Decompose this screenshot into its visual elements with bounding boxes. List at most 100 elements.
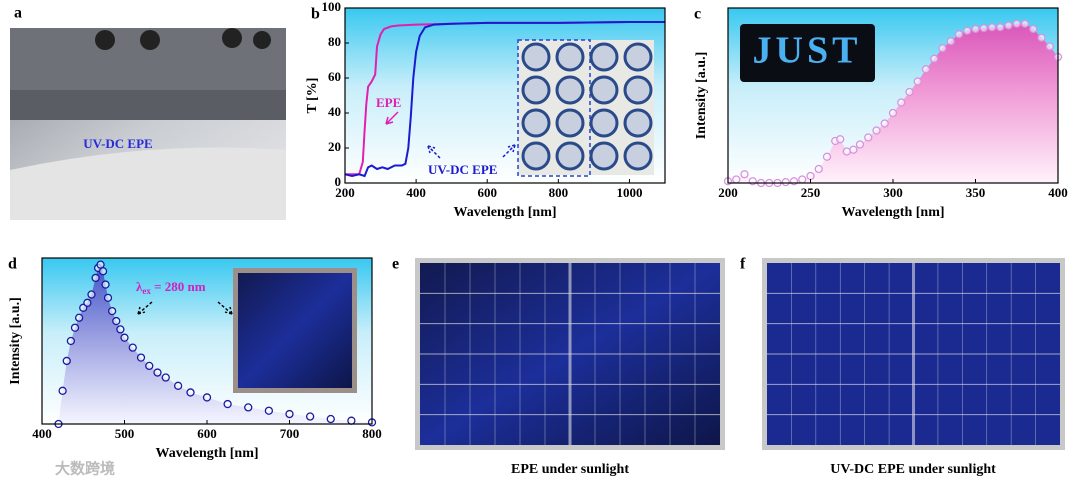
inset-logo [555, 108, 585, 138]
inset-logo [623, 42, 653, 72]
data-point [83, 298, 92, 307]
x-tick-label: 200 [335, 185, 355, 200]
data-point [921, 65, 931, 74]
data-point [98, 267, 108, 276]
data-point [836, 135, 845, 144]
inset-logo [521, 75, 551, 105]
inset-logo [589, 141, 619, 171]
y-axis-label: T [%] [305, 78, 320, 114]
y-tick-label: 0 [335, 174, 342, 189]
y-tick-label: 20 [328, 139, 341, 154]
panel-label: e [392, 256, 399, 273]
data-point [244, 403, 253, 412]
data-point [103, 293, 113, 302]
x-tick-label: 600 [477, 185, 497, 200]
data-point [938, 44, 947, 53]
inset-logo [623, 141, 653, 171]
x-tick-label: 400 [32, 426, 52, 441]
data-point [781, 177, 790, 187]
inset-logo [555, 141, 585, 171]
annotation-text: = 280 nm [151, 279, 206, 294]
data-point [806, 171, 815, 181]
inset-logo [623, 108, 653, 138]
data-point [223, 399, 232, 409]
x-tick-label: 800 [362, 426, 382, 441]
data-point [1029, 24, 1038, 34]
data-point [946, 37, 955, 46]
data-point [305, 412, 315, 421]
x-tick-label: 400 [1048, 185, 1068, 200]
data-point [70, 323, 80, 332]
data-point [954, 30, 964, 39]
panel-label: b [311, 6, 320, 23]
data-point [798, 175, 807, 184]
inset-logo [521, 108, 551, 138]
x-tick-label: 1000 [616, 185, 642, 200]
panel-label: a [14, 5, 22, 22]
arrow [137, 301, 153, 315]
arrow [502, 144, 516, 158]
inset-box [517, 39, 591, 177]
inset-logo [555, 75, 585, 105]
area-fill [58, 264, 372, 424]
annotation-symbol: λ [136, 279, 143, 294]
inset-logo [555, 42, 585, 72]
data-point [120, 333, 129, 342]
data-point [849, 145, 858, 154]
data-point [996, 23, 1005, 32]
line [344, 21, 665, 178]
photo-e: e EPE under sunlight [392, 256, 725, 477]
data-point [1012, 19, 1021, 28]
series-label: EPE [376, 95, 401, 110]
inset-sign [740, 24, 875, 82]
data-point [62, 356, 71, 366]
x-tick-label: 250 [801, 185, 821, 200]
data-point [202, 393, 212, 402]
series-label: UV-DC EPE [428, 162, 497, 177]
x-tick-label: 400 [406, 185, 426, 200]
data-point [87, 290, 96, 299]
inset-logo [589, 75, 619, 105]
data-point [872, 126, 881, 135]
panel-label: d [8, 256, 17, 273]
data-point [101, 280, 110, 289]
x-axis-label: Wavelength [nm] [841, 205, 944, 220]
data-point [732, 175, 741, 184]
x-tick-label: 800 [549, 185, 569, 200]
y-axis-label: Intensity [a.u.] [694, 52, 709, 140]
data-point [153, 368, 162, 377]
x-tick-label: 700 [280, 426, 300, 441]
x-axis-label: Wavelength [nm] [155, 446, 258, 461]
data-point [186, 388, 195, 397]
data-point [107, 306, 117, 316]
photo-text: UV-DC EPE [83, 136, 152, 151]
x-tick-label: 350 [966, 185, 986, 200]
x-tick-label: 500 [115, 426, 135, 441]
inset-logo [589, 42, 619, 72]
data-point [136, 353, 146, 362]
data-point [161, 373, 170, 382]
y-tick-label: 40 [328, 104, 341, 119]
data-point [173, 381, 183, 390]
data-point [91, 273, 100, 283]
annotation: λex = 280 nm [136, 279, 206, 296]
data-point [897, 98, 906, 107]
y-tick-label: 60 [328, 69, 341, 84]
annotation-subscript: ex [142, 286, 151, 296]
data-point [842, 147, 851, 156]
data-point [326, 414, 335, 424]
plot-frame [344, 7, 666, 184]
data-point [963, 26, 972, 35]
x-tick-label: 300 [883, 185, 903, 200]
x-axis-label: Wavelength [nm] [453, 205, 556, 220]
x-tick-label: 200 [718, 185, 738, 200]
data-point [913, 77, 922, 86]
data-point [905, 87, 914, 97]
data-point [128, 343, 137, 352]
data-point [971, 24, 980, 34]
data-point [1004, 21, 1013, 30]
inset-logo [589, 108, 619, 138]
data-point [1020, 19, 1030, 28]
data-point [1037, 33, 1046, 42]
